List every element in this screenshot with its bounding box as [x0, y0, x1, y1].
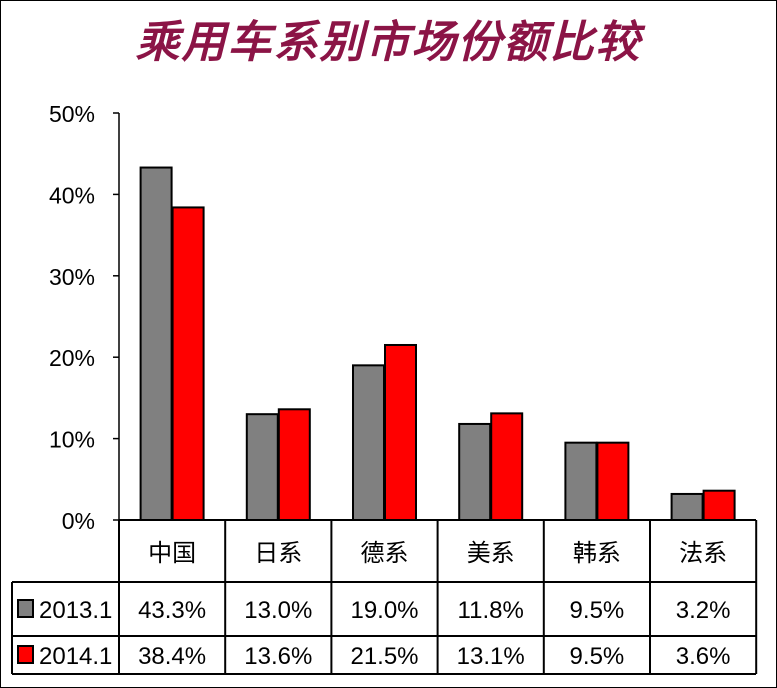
bar [458, 422, 492, 521]
bar [139, 166, 173, 521]
bar [277, 408, 311, 521]
data-table-value: 9.5% [570, 597, 625, 624]
bar [384, 343, 417, 521]
category-label: 韩系 [573, 539, 621, 567]
legend-label: 2013.1 [39, 597, 112, 624]
data-table-value: 3.6% [676, 643, 731, 670]
category-label: 德系 [361, 539, 409, 567]
bar [171, 206, 205, 521]
data-table-value: 3.2% [676, 597, 731, 624]
data-table-value: 11.8% [458, 597, 524, 624]
category-label: 法系 [679, 539, 727, 567]
legend-swatch [17, 645, 34, 664]
legend-swatch [17, 599, 34, 618]
bar [670, 492, 704, 521]
category-label: 日系 [254, 539, 302, 567]
bar [352, 364, 385, 521]
bar [596, 441, 630, 522]
data-table-value: 21.5% [350, 643, 418, 670]
y-tick-label: 0% [62, 508, 95, 534]
category-label: 美系 [467, 539, 515, 567]
category-label: 中国 [148, 539, 196, 567]
data-table-value: 13.6% [244, 643, 312, 670]
chart-title: 乘用车系别市场份额比较 [135, 17, 642, 68]
data-table-value: 9.5% [570, 643, 625, 670]
y-tick-label: 50% [49, 101, 95, 127]
y-tick-label: 30% [49, 264, 95, 290]
bar [564, 441, 598, 522]
data-table-value: 13.1% [457, 643, 525, 670]
data-table-value: 13.0% [244, 597, 312, 624]
bar [702, 489, 736, 522]
y-tick-label: 20% [49, 345, 95, 371]
data-table-value: 43.3% [138, 597, 206, 624]
y-tick-label: 40% [49, 182, 95, 208]
y-tick-label: 10% [49, 427, 95, 453]
data-table-value: 38.4% [138, 643, 206, 670]
legend-label: 2014.1 [39, 643, 112, 670]
bar [245, 413, 279, 521]
data-table-value: 19.0% [350, 597, 418, 624]
bar [490, 412, 524, 521]
